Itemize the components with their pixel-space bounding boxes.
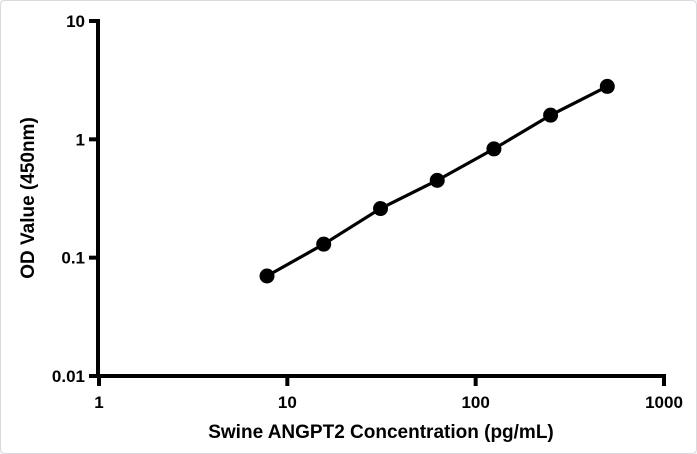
x-tick-label: 1000 [645,393,683,412]
data-point [429,172,445,188]
x-tick-label: 100 [461,393,489,412]
x-tick-label: 1 [94,393,103,412]
y-tick-label: 0.1 [61,249,85,268]
data-point [259,268,275,284]
data-point [316,236,332,252]
x-tick-label: 10 [278,393,297,412]
data-point [543,107,559,123]
data-point [599,78,615,94]
data-series-layer [259,78,615,284]
axes-layer: 10 1 0.1 0.01 1 10 100 1000 [52,12,683,412]
data-point [373,201,389,217]
x-axis-title: Swine ANGPT2 Concentration (pg/mL) [208,422,554,443]
y-tick-label: 10 [66,12,85,31]
y-tick-label: 1 [76,130,85,149]
y-axis-title: OD Value (450nm) [18,117,39,279]
data-point [486,141,502,157]
y-tick-label: 0.01 [52,367,85,386]
